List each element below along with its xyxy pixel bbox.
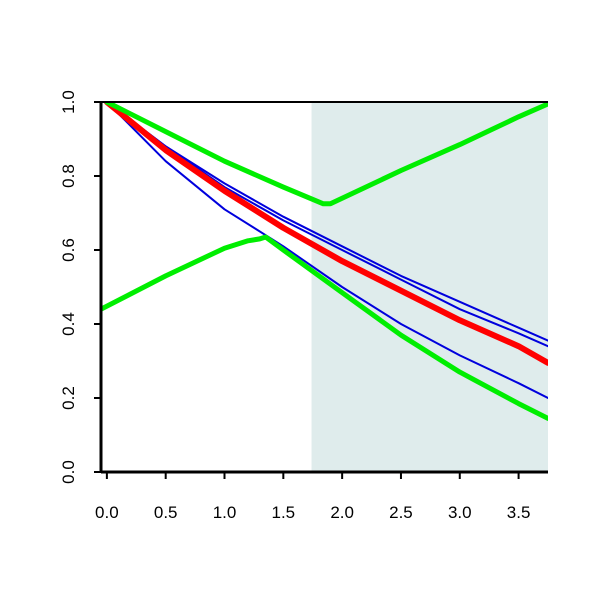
shaded-region-layer — [311, 102, 548, 472]
x-tick-label: 0.5 — [154, 503, 178, 522]
shaded-region — [311, 102, 548, 472]
x-tick-label: 2.0 — [330, 503, 354, 522]
y-tick-label: 0.4 — [59, 312, 78, 336]
x-tick-label: 0.0 — [95, 503, 119, 522]
y-tick-label: 0.6 — [59, 238, 78, 262]
series-line-band-lower-5 — [101, 234, 548, 421]
y-tick-label: 1.0 — [59, 90, 78, 114]
series-line-estimate-0 — [103, 102, 548, 366]
x-tick-label: 2.5 — [389, 503, 413, 522]
x-tick-label: 3.5 — [507, 503, 531, 522]
x-tick-label: 1.5 — [272, 503, 296, 522]
series-line-curve-1 — [105, 102, 548, 342]
y-tick-label: 0.8 — [59, 164, 78, 188]
x-tick-label: 1.0 — [213, 503, 237, 522]
x-tick-label: 3.0 — [448, 503, 472, 522]
series-layer — [101, 102, 548, 421]
axes-layer: 0.0 0.2 0.4 0.6 0.8 1.0 0.0 0.5 1.0 1.5 2.0 2.5 3.0 3… — [59, 90, 548, 522]
series-line-band-upper-4 — [104, 102, 548, 207]
y-tick-label: 0.0 — [59, 460, 78, 484]
y-tick-label: 0.2 — [59, 386, 78, 410]
series-line-curve-3 — [105, 102, 548, 399]
series-line-curve-2 — [105, 102, 548, 348]
